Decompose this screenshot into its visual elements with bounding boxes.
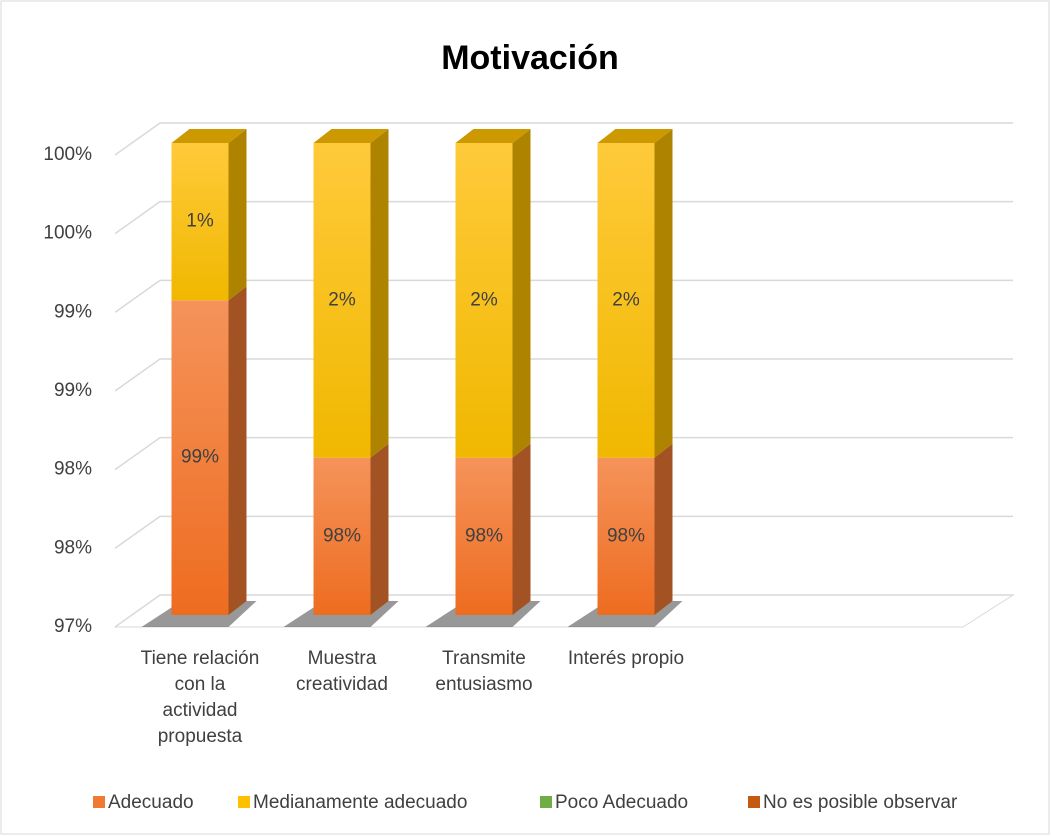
grid-line bbox=[114, 358, 1013, 392]
bar-side bbox=[370, 129, 389, 458]
bar-top bbox=[171, 129, 247, 143]
chart-title: Motivación bbox=[441, 39, 619, 77]
legend-swatch bbox=[93, 796, 105, 808]
data-label: 98% bbox=[323, 525, 361, 546]
data-label: 2% bbox=[328, 289, 356, 310]
y-tick-label: 99% bbox=[54, 380, 92, 401]
grid-line bbox=[114, 515, 1013, 549]
bar-segment bbox=[597, 143, 655, 458]
y-tick-label: 99% bbox=[54, 301, 92, 322]
bar-segment bbox=[313, 457, 371, 615]
legend-label: No es posible observar bbox=[763, 792, 958, 813]
grid-line bbox=[114, 279, 1013, 313]
bar-side bbox=[654, 129, 673, 458]
data-label: 99% bbox=[181, 447, 219, 468]
legend-swatch bbox=[540, 796, 552, 808]
bar-side bbox=[228, 286, 247, 615]
y-tick-label: 97% bbox=[54, 616, 92, 637]
legend-swatch bbox=[238, 796, 250, 808]
y-tick-label: 100% bbox=[43, 144, 92, 165]
legend-label: Medianamente adecuado bbox=[253, 792, 467, 813]
data-label: 1% bbox=[186, 211, 214, 232]
grid-line bbox=[114, 436, 1013, 471]
bar-segment bbox=[313, 143, 371, 458]
legend-label: Poco Adecuado bbox=[555, 792, 688, 813]
grid-line bbox=[114, 594, 1013, 628]
bar-side bbox=[512, 129, 531, 458]
x-tick-label: Muestra creatividad bbox=[296, 648, 388, 695]
bar-top bbox=[597, 129, 673, 143]
y-tick-label: 98% bbox=[54, 537, 92, 558]
x-tick-label: Transmite entusiasmo bbox=[435, 648, 533, 695]
y-tick-label: 98% bbox=[54, 459, 92, 480]
bar-segment bbox=[171, 143, 229, 301]
grid-line bbox=[114, 122, 1013, 156]
data-label: 2% bbox=[612, 289, 640, 310]
bar-segment bbox=[171, 300, 229, 615]
bar-top bbox=[455, 129, 531, 143]
x-tick-label: Interés propio bbox=[567, 648, 685, 669]
bar-segment bbox=[597, 457, 655, 615]
y-tick-label: 100% bbox=[43, 223, 92, 244]
legend-swatch bbox=[748, 796, 760, 808]
data-label: 98% bbox=[607, 525, 645, 546]
legend-label: Adecuado bbox=[108, 792, 194, 813]
bar-side bbox=[654, 443, 673, 615]
grid-line bbox=[114, 200, 1013, 235]
bar-segment bbox=[455, 143, 513, 458]
bar-segment bbox=[455, 457, 513, 615]
x-tick-label: Tiene relación con la actividad propuest… bbox=[140, 648, 260, 747]
bar-side bbox=[228, 129, 247, 301]
data-label: 98% bbox=[465, 525, 503, 546]
bar-side bbox=[370, 443, 389, 615]
bar-top bbox=[313, 129, 389, 143]
bar-side bbox=[512, 443, 531, 615]
data-label: 2% bbox=[470, 289, 498, 310]
